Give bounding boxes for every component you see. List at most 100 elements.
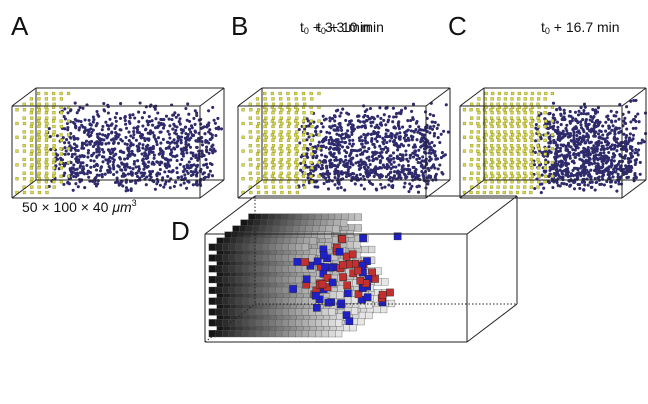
front-node [516,116,520,120]
cell-point [382,113,386,117]
cell-point [555,107,559,112]
front-node [271,180,275,184]
cell-point [320,153,324,157]
cell-point [131,136,135,140]
cell-point [176,113,180,117]
front-node [294,91,298,96]
voxel [340,219,348,227]
cell-point [595,110,600,114]
box-edge [466,303,518,343]
cell-point [611,152,616,156]
cell-point [411,155,416,159]
voxel [241,265,250,273]
cell-point [203,175,208,179]
cell-point [202,171,206,175]
cell-point [568,156,572,160]
front-node [509,185,514,189]
front-node [295,121,299,126]
cell-point [114,124,118,128]
cell-point [338,123,342,127]
cell-point [569,145,573,149]
front-node [45,121,49,126]
cell-point [64,161,68,165]
voxel [228,286,236,294]
cell-point [174,115,178,119]
voxel [281,276,289,284]
cell-point [607,125,611,129]
cell-point [410,136,414,140]
cell-point [538,182,542,186]
cell-point [361,124,365,128]
voxel [254,213,263,221]
cell-point [636,112,640,116]
front-node [52,111,56,115]
cell-point [368,162,372,167]
front-node [241,121,245,126]
cell-point [429,146,433,150]
cell-point [332,163,336,168]
cell-point [194,155,198,160]
front-node [497,138,501,142]
front-node [476,144,480,148]
cell-point [387,183,391,187]
front-node [263,124,267,129]
cell-point [604,120,608,124]
cell-point [607,171,611,175]
voxel [321,308,329,316]
voxel [222,254,230,262]
front-node [509,157,514,162]
cell-point [584,119,588,124]
cell-point [638,172,642,176]
cell-point [392,115,396,119]
cell-point [91,115,95,119]
marker-red [349,250,357,259]
front-node [279,111,283,115]
front-node [278,174,282,178]
front-node [37,102,41,106]
cell-point [554,159,558,163]
front-node [248,144,252,148]
front-node [470,144,474,148]
front-node [491,133,495,137]
cell-point [375,135,379,139]
cell-point [391,120,395,124]
cell-point [367,158,371,162]
cell-point [593,109,597,113]
voxel [304,231,312,239]
cell-point [436,167,440,171]
front-node [37,157,41,162]
front-node [271,157,276,162]
cell-point [555,149,559,154]
cell-point [606,117,611,121]
cell-point [87,175,91,179]
cell-point [386,156,390,160]
front-node [271,97,275,101]
cell-point [83,118,87,122]
front-node [270,133,274,137]
cell-point [63,171,67,175]
cell-point [194,167,198,172]
cell-point [386,147,390,151]
front-node [22,102,26,106]
voxel [261,213,269,221]
cell-point [420,163,424,167]
cell-point [415,138,419,142]
cell-point [83,126,87,130]
cell-point [617,131,621,135]
voxel [228,319,236,327]
front-node [462,108,467,112]
cell-point [353,176,357,180]
cell-point [81,161,85,165]
cell-point [341,171,345,175]
front-node [544,133,548,137]
front-node [491,160,495,165]
front-node [477,180,481,184]
front-node [537,174,541,178]
cell-point [414,171,418,176]
cell-point [172,122,176,126]
front-node [59,138,63,142]
voxel [228,243,236,251]
front-node [317,147,321,151]
cell-point [322,181,326,186]
front-node [530,160,535,165]
